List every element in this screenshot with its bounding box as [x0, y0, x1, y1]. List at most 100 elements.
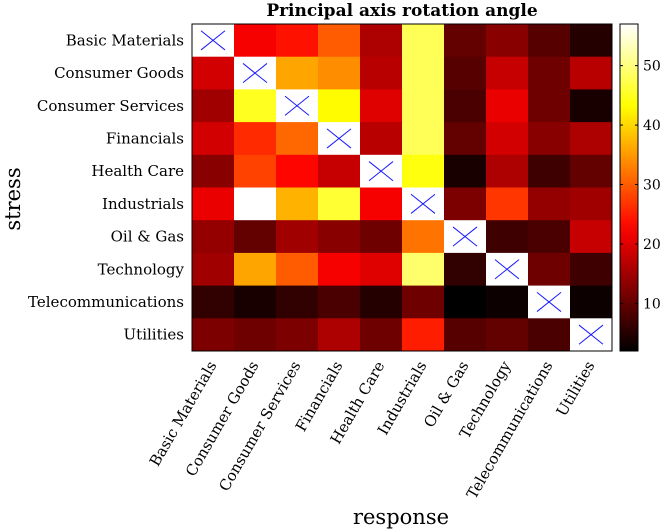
heatmap-cell — [570, 89, 613, 123]
heatmap-cell — [276, 220, 319, 254]
heatmap-cell — [360, 24, 403, 58]
diagonal-x-marker — [200, 30, 226, 51]
heatmap-cell — [234, 285, 277, 319]
y-tick-label: Basic Materials — [66, 31, 184, 49]
y-axis-label: stress — [1, 167, 25, 230]
heatmap-cell — [570, 285, 613, 319]
colorbar-tick: 10 — [620, 296, 661, 312]
heatmap-cell — [528, 56, 571, 90]
heatmap-cell — [276, 56, 319, 90]
colorbar-tick-label: 40 — [643, 118, 661, 134]
heatmap-cell — [234, 24, 277, 58]
heatmap-cell — [486, 318, 529, 352]
heatmap-cell — [486, 89, 529, 123]
colorbar-tick-label: 50 — [643, 59, 661, 75]
plot-frame — [191, 23, 613, 352]
heatmap-cell — [192, 220, 235, 254]
heatmap-cell — [192, 318, 235, 352]
heatmap-cell — [402, 285, 445, 319]
heatmap-cell — [276, 318, 319, 352]
heatmap-cell — [402, 89, 445, 123]
colorbar-tick: 20 — [620, 237, 661, 253]
y-tick-label: Consumer Goods — [54, 64, 184, 82]
heatmap-cell — [192, 285, 235, 319]
heatmap-cell — [276, 24, 319, 58]
heatmap-cell — [360, 89, 403, 123]
heatmap-cell — [192, 56, 235, 90]
diagonal-x-marker — [326, 128, 352, 149]
heatmap-cell — [234, 89, 277, 123]
colorbar-tick: 50 — [620, 59, 661, 75]
heatmap-cell — [486, 122, 529, 156]
heatmap-cell — [402, 154, 445, 188]
diagonal-x-marker — [410, 193, 436, 214]
heatmap-cell — [570, 24, 613, 58]
heatmap-cell — [402, 122, 445, 156]
heatmap-cell — [444, 122, 487, 156]
y-tick-label: Utilities — [124, 326, 184, 344]
y-tick-label: Health Care — [91, 162, 184, 180]
heatmap-cell — [360, 187, 403, 221]
heatmap-cell — [276, 187, 319, 221]
heatmap-cell — [234, 252, 277, 287]
heatmap-cell — [486, 220, 529, 254]
heatmap-cell — [570, 252, 613, 287]
x-tick-label: Utilities — [553, 358, 599, 419]
heatmap-cell — [318, 56, 361, 90]
diagonal-x-marker — [578, 324, 604, 345]
heatmap-cell — [528, 122, 571, 156]
y-tick-label: Consumer Services — [37, 97, 184, 115]
chart-title: Principal axis rotation angle — [266, 1, 538, 21]
y-tick-label: Industrials — [102, 195, 184, 213]
heatmap-cell — [318, 89, 361, 123]
heatmap-cell — [234, 318, 277, 352]
y-tick-label: Oil & Gas — [111, 228, 184, 246]
heatmap-cell — [402, 220, 445, 254]
heatmap-cell — [192, 154, 235, 188]
heatmap-cell — [276, 154, 319, 188]
heatmap-cell — [318, 285, 361, 319]
heatmap-cell — [570, 122, 613, 156]
heatmap-cell — [234, 220, 277, 254]
y-tick-labels: Basic Materials Consumer Goods Consumer Se… — [28, 31, 184, 343]
heatmap-cell — [444, 154, 487, 188]
heatmap-cell — [570, 187, 613, 221]
heatmap-cell — [402, 24, 445, 58]
heatmap-cell — [318, 318, 361, 352]
heatmap-cell — [528, 252, 571, 287]
heatmap-cell — [360, 318, 403, 352]
heatmap-cell — [234, 122, 277, 156]
heatmap-cells — [192, 24, 613, 352]
heatmap-cell — [360, 220, 403, 254]
heatmap-cell — [444, 56, 487, 90]
colorbar-tick: 30 — [620, 178, 661, 194]
heatmap-cell — [444, 89, 487, 123]
heatmap-cell — [360, 252, 403, 287]
heatmap-cell — [318, 154, 361, 188]
heatmap-cell — [360, 285, 403, 319]
y-tick-label: Technology — [98, 260, 185, 278]
heatmap-cell — [402, 56, 445, 90]
heatmap-cell — [402, 318, 445, 352]
heatmap-cell — [486, 285, 529, 319]
colorbar-tick-label: 20 — [643, 237, 661, 253]
heatmap-cell — [486, 154, 529, 188]
colorbar-tick-label: 30 — [643, 178, 661, 194]
heatmap-cell — [528, 89, 571, 123]
heatmap-cell — [318, 24, 361, 58]
diagonal-x-marker — [494, 259, 520, 280]
heatmap-cell — [192, 252, 235, 287]
heatmap-cell — [276, 252, 319, 287]
heatmap-cell — [528, 318, 571, 352]
diagonal-x-marker — [368, 161, 394, 182]
heatmap-cell — [402, 252, 445, 287]
heatmap-cell — [444, 318, 487, 352]
heatmap-cell — [192, 122, 235, 156]
heatmap-cell — [570, 220, 613, 254]
heatmap-cell — [528, 220, 571, 254]
heatmap-cell — [444, 187, 487, 221]
heatmap-cell — [234, 187, 277, 221]
heatmap-cell — [318, 252, 361, 287]
